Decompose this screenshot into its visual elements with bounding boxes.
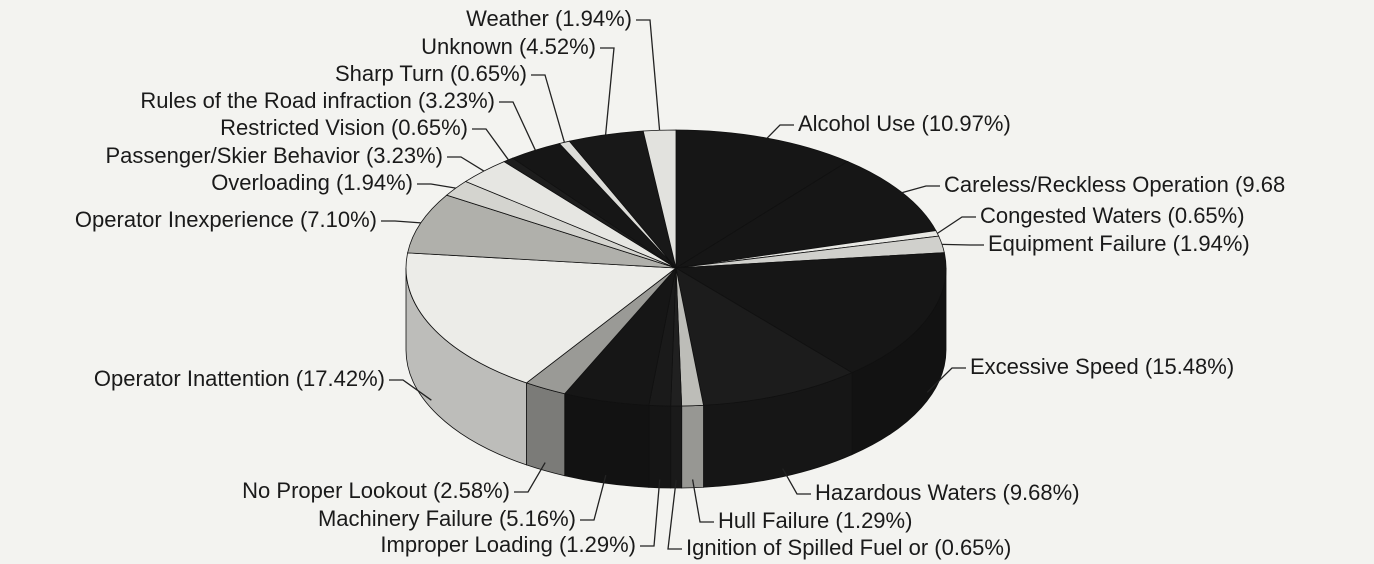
leader-line	[640, 479, 661, 547]
category-label: Unknown	[421, 34, 513, 59]
value-label: (7.10%)	[300, 207, 377, 232]
leader-line	[782, 468, 811, 495]
leader-line	[636, 19, 661, 131]
category-label: Restricted Vision	[220, 115, 385, 140]
category-label: Alcohol Use	[798, 111, 915, 136]
slice-label: Restricted Vision (0.65%)	[220, 115, 468, 140]
slice-label: Unknown (4.52%)	[421, 34, 596, 59]
slice-label: Sharp Turn (0.65%)	[335, 61, 527, 86]
value-label: (1.29%)	[835, 508, 912, 533]
value-label: (9.68%)	[1003, 480, 1080, 505]
slice-label: Hull Failure (1.29%)	[718, 508, 912, 533]
slice	[675, 129, 849, 269]
leader-line	[667, 479, 682, 550]
slice	[405, 252, 678, 384]
value-label: (5.16%)	[499, 506, 576, 531]
value-label: (1.94%)	[1173, 231, 1250, 256]
leader-line	[472, 128, 509, 161]
leader-line	[941, 243, 984, 246]
category-label: Overloading	[211, 170, 330, 195]
leader-line	[691, 479, 714, 523]
slice-label: Careless/Reckless Operation (9.68	[944, 172, 1285, 197]
slice-side	[681, 404, 704, 489]
leader-line	[499, 101, 536, 151]
leader-line	[381, 220, 421, 224]
leader-line	[580, 474, 607, 521]
slice-label: Alcohol Use (10.97%)	[798, 111, 1011, 136]
leader-line	[901, 185, 940, 194]
slice-side	[564, 393, 650, 488]
value-label: (1.29%)	[559, 532, 636, 557]
leader-line	[766, 124, 794, 139]
leader-line	[447, 156, 485, 172]
category-label: Hull Failure	[718, 508, 829, 533]
value-label: (17.42%)	[296, 366, 385, 391]
slice-side	[526, 382, 566, 477]
value-label: (0.65%)	[1168, 203, 1245, 228]
category-label: Improper Loading	[380, 532, 552, 557]
category-label: Passenger/Skier Behavior	[105, 143, 359, 168]
slice-label: Machinery Failure (5.16%)	[318, 506, 576, 531]
value-label: (15.48%)	[1145, 354, 1234, 379]
slice-label: Operator Inexperience (7.10%)	[75, 207, 377, 232]
slice	[674, 252, 947, 374]
category-label: Hazardous Waters	[815, 480, 996, 505]
leader-line	[926, 367, 966, 393]
category-label: Rules of the Road infraction	[140, 88, 412, 113]
category-label: No Proper Lookout	[242, 478, 427, 503]
value-label: (0.65%)	[934, 535, 1011, 560]
category-label: Weather	[466, 6, 549, 31]
slice-label: Congested Waters (0.65%)	[980, 203, 1245, 228]
value-label: (3.23%)	[418, 88, 495, 113]
value-label: (2.58%)	[433, 478, 510, 503]
slice	[675, 161, 937, 269]
slice-label: Weather (1.94%)	[466, 6, 632, 31]
value-label: (1.94%)	[555, 6, 632, 31]
value-label: (3.23%)	[366, 143, 443, 168]
category-label: Machinery Failure	[318, 506, 493, 531]
category-label: Congested Waters	[980, 203, 1161, 228]
value-label: (9.68	[1235, 172, 1285, 197]
slice	[642, 129, 677, 269]
leader-line	[937, 216, 976, 234]
slice-label: Excessive Speed (15.48%)	[970, 354, 1234, 379]
slice-label: No Proper Lookout (2.58%)	[242, 478, 510, 503]
leader-line	[531, 74, 566, 143]
value-label: (0.65%)	[391, 115, 468, 140]
slice	[675, 267, 853, 406]
value-label: (10.97%)	[922, 111, 1011, 136]
category-label: Operator Inexperience	[75, 207, 294, 232]
category-label: Ignition of Spilled Fuel or	[686, 535, 934, 560]
slice-label: Hazardous Waters (9.68%)	[815, 480, 1080, 505]
slice-label: Operator Inattention (17.42%)	[94, 366, 385, 391]
leader-line	[389, 379, 432, 401]
category-label: Operator Inattention	[94, 366, 290, 391]
value-label: (0.65%)	[450, 61, 527, 86]
value-label: (1.94%)	[336, 170, 413, 195]
slice-label: Rules of the Road infraction (3.23%)	[140, 88, 495, 113]
category-label: Careless/Reckless Operation	[944, 172, 1229, 197]
slice-label: Passenger/Skier Behavior (3.23%)	[105, 143, 443, 168]
leader-line	[514, 462, 546, 493]
slice-label: Improper Loading (1.29%)	[380, 532, 636, 557]
slice	[407, 194, 677, 269]
slice-label: Ignition of Spilled Fuel or (0.65%)	[686, 535, 1011, 560]
slice-label: Equipment Failure (1.94%)	[988, 231, 1250, 256]
leader-line	[600, 47, 615, 135]
leader-line	[417, 183, 456, 189]
slice-label: Overloading (1.94%)	[211, 170, 413, 195]
category-label: Equipment Failure	[988, 231, 1167, 256]
category-label: Sharp Turn	[335, 61, 444, 86]
slice-side	[648, 404, 672, 489]
category-label: Excessive Speed	[970, 354, 1139, 379]
slice-side	[670, 405, 683, 489]
value-label: (4.52%)	[519, 34, 596, 59]
